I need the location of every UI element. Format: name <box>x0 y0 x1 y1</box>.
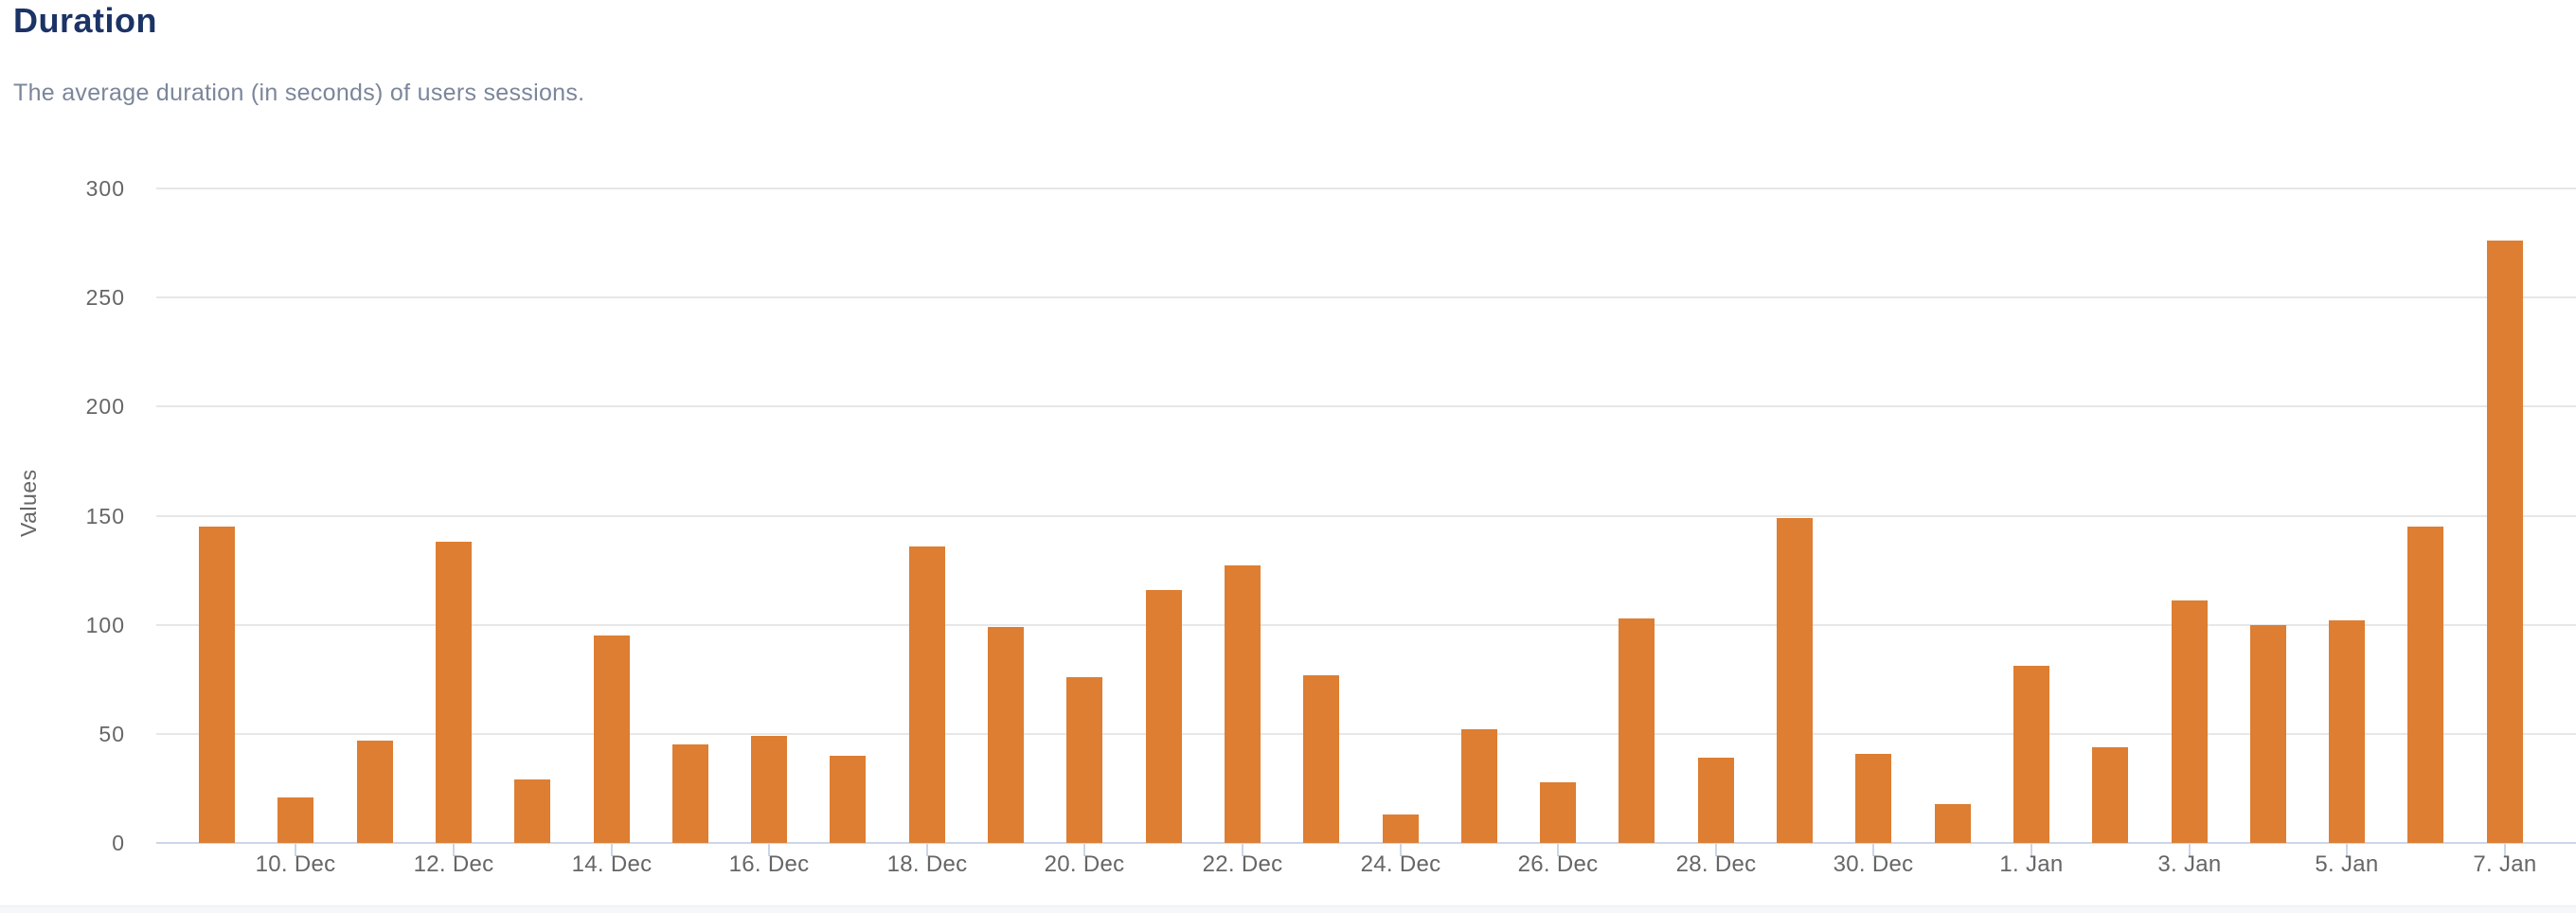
x-tick-label: 20. Dec <box>1044 851 1125 877</box>
bar[interactable] <box>830 756 866 843</box>
y-tick-label: 150 <box>85 504 125 528</box>
gridline <box>156 188 2576 189</box>
x-axis-tick <box>2346 843 2348 856</box>
bar[interactable] <box>277 797 313 843</box>
bar[interactable] <box>2407 527 2443 843</box>
bar[interactable] <box>1855 754 1891 843</box>
x-axis-line <box>156 842 2576 844</box>
x-axis-tick <box>453 843 455 856</box>
bar[interactable] <box>1383 815 1419 843</box>
bar[interactable] <box>672 744 708 843</box>
x-tick-label: 14. Dec <box>571 851 653 877</box>
y-tick-label: 0 <box>112 831 125 855</box>
bar[interactable] <box>1777 518 1813 843</box>
x-tick-label: 12. Dec <box>413 851 494 877</box>
x-axis-tick <box>2189 843 2191 856</box>
bar[interactable] <box>751 736 787 843</box>
x-axis-tick <box>1557 843 1559 856</box>
x-axis-tick <box>926 843 928 856</box>
bar[interactable] <box>2013 666 2049 843</box>
x-tick-label: 26. Dec <box>1517 851 1599 877</box>
bar[interactable] <box>436 542 472 843</box>
x-tick-label: 16. Dec <box>728 851 810 877</box>
x-tick-label: 3. Jan <box>2157 851 2222 877</box>
bar[interactable] <box>1935 804 1971 843</box>
y-tick-label: 100 <box>85 613 125 637</box>
bar[interactable] <box>1146 590 1182 843</box>
gridline <box>156 515 2576 517</box>
gridline <box>156 405 2576 407</box>
bar[interactable] <box>594 636 630 843</box>
x-axis-tick <box>768 843 770 856</box>
bar[interactable] <box>1461 729 1497 843</box>
gridline <box>156 624 2576 626</box>
y-tick-label: 200 <box>85 394 125 419</box>
x-tick-label: 7. Jan <box>2473 851 2537 877</box>
x-axis-tick <box>1400 843 1402 856</box>
y-tick-label: 300 <box>85 176 125 201</box>
x-tick-label: 1. Jan <box>1999 851 2064 877</box>
x-tick-label: 18. Dec <box>886 851 968 877</box>
x-axis-tick <box>2030 843 2032 856</box>
bar[interactable] <box>909 546 945 843</box>
bar[interactable] <box>2487 241 2523 843</box>
chart-subtitle: The average duration (in seconds) of use… <box>13 80 585 106</box>
bar[interactable] <box>1225 565 1261 843</box>
x-tick-label: 24. Dec <box>1360 851 1441 877</box>
x-tick-label: 5. Jan <box>2315 851 2379 877</box>
bar[interactable] <box>2329 620 2365 843</box>
bar[interactable] <box>514 779 550 843</box>
bar[interactable] <box>1303 675 1339 843</box>
x-tick-label: 30. Dec <box>1833 851 1914 877</box>
bottom-panel-edge <box>0 905 2576 913</box>
gridline <box>156 296 2576 298</box>
chart-title: Duration <box>13 1 157 40</box>
bar[interactable] <box>2092 747 2128 843</box>
x-axis-tick <box>2504 843 2506 856</box>
bar[interactable] <box>1698 758 1734 843</box>
y-tick-label: 250 <box>85 285 125 310</box>
bar[interactable] <box>199 527 235 843</box>
x-axis-tick <box>295 843 296 856</box>
bar[interactable] <box>2250 625 2286 843</box>
bar[interactable] <box>357 741 393 843</box>
bar[interactable] <box>1540 782 1576 843</box>
x-axis-tick <box>611 843 613 856</box>
x-axis-tick <box>1242 843 1243 856</box>
x-tick-label: 22. Dec <box>1202 851 1283 877</box>
x-tick-label: 28. Dec <box>1675 851 1757 877</box>
x-axis-tick <box>1715 843 1717 856</box>
bar[interactable] <box>2172 600 2208 843</box>
x-tick-label: 10. Dec <box>255 851 336 877</box>
bar[interactable] <box>1619 618 1655 843</box>
bar[interactable] <box>1066 677 1102 843</box>
x-axis-tick <box>1872 843 1874 856</box>
y-tick-label: 50 <box>98 722 125 746</box>
gridline <box>156 733 2576 735</box>
bar[interactable] <box>988 627 1024 843</box>
x-axis-tick <box>1083 843 1085 856</box>
